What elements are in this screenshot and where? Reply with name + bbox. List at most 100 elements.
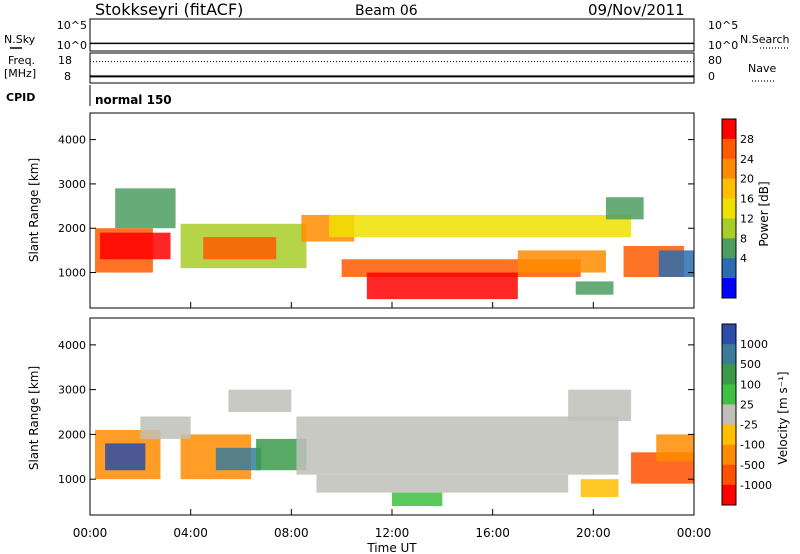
x-tick-label: 00:00 [677, 526, 712, 540]
noise-tick-bottom: 10^0 [57, 39, 87, 52]
colorbar-tick-label: 4 [740, 252, 747, 265]
colorbar-frame [721, 323, 737, 506]
data-band [215, 447, 262, 471]
y-tick-label: 3000 [58, 384, 86, 397]
y-tick-label: 1000 [58, 267, 86, 280]
colorbar-tick-label: 20 [740, 173, 754, 186]
x-tick-label: 16:00 [475, 526, 510, 540]
velocity-panel: 1000 2000 3000 4000 00:00 04:00 08:00 12:00 16:… [27, 302, 790, 554]
noise-right-label: N.Search [740, 33, 790, 46]
colorbar-tick-label: 1000 [740, 338, 768, 351]
noise-left-label: N.Sky [4, 33, 36, 46]
colorbar-tick-label: -25 [740, 419, 758, 432]
data-band [296, 416, 619, 475]
velocity-colorbar-label: Velocity [m s⁻¹] [776, 371, 790, 464]
frequency-label-line2: [MHz] [4, 67, 36, 80]
data-band [329, 214, 632, 238]
x-tick-label: 04:00 [173, 526, 208, 540]
data-band [575, 281, 614, 295]
colorbar-swatch [722, 384, 736, 405]
data-band [115, 188, 176, 229]
x-tick-label: 08:00 [274, 526, 309, 540]
data-band [392, 492, 443, 507]
data-band [316, 474, 569, 493]
noise-right-tick-top: 10^5 [708, 19, 738, 32]
data-band [203, 237, 277, 260]
y-tick-label: 3000 [58, 178, 86, 191]
y-tick-label: 4000 [58, 339, 86, 352]
data-band [568, 389, 632, 421]
colorbar-swatch [722, 424, 736, 446]
colorbar-tick-label: -500 [740, 459, 765, 472]
power-ylabel: Slant Range [km] [27, 158, 41, 262]
colorbar-swatch [722, 344, 736, 365]
y-tick-label: 4000 [58, 134, 86, 147]
data-band [605, 197, 644, 220]
colorbar-tick-label: 500 [740, 358, 761, 371]
data-band [656, 434, 694, 462]
frequency-panel: Freq. [MHz] 18 8 80 0 Nave [4, 52, 776, 84]
x-tick-label: 20:00 [576, 526, 611, 540]
time-axis-label: Time UT [366, 541, 417, 554]
data-band [140, 416, 191, 439]
colorbar-swatch [722, 178, 736, 200]
colorbar-tick-label: 25 [740, 398, 754, 411]
frequency-label-line1: Freq. [8, 54, 35, 67]
x-tick-label: 00:00 [73, 526, 108, 540]
y-tick-label: 2000 [58, 428, 86, 441]
frequency-frame [89, 52, 695, 84]
colorbar-swatch [722, 158, 736, 180]
data-band [366, 272, 518, 300]
colorbar-swatch [722, 218, 736, 239]
velocity-colorbar: 1000 500 100 25 -25 -100 -500 -1000 [721, 323, 772, 506]
noise-tick-top: 10^5 [57, 19, 87, 32]
colorbar-swatch [722, 364, 736, 385]
colorbar-frame [721, 118, 737, 299]
colorbar-tick-label: -100 [740, 439, 765, 452]
colorbar-swatch [722, 324, 736, 345]
colorbar-swatch [722, 198, 736, 219]
power-colorbar-label: Power [dB] [757, 181, 771, 246]
velocity-ylabel: Slant Range [km] [27, 366, 41, 470]
colorbar-swatch [722, 258, 736, 279]
x-tick-label: 12:00 [375, 526, 410, 540]
noise-frame [89, 18, 695, 52]
colorbar-swatch [722, 464, 736, 486]
colorbar-swatch [722, 484, 736, 506]
frequency-tick-top: 18 [58, 54, 72, 67]
colorbar-tick-label: 8 [740, 232, 747, 245]
data-band [517, 250, 606, 273]
noise-right-tick-bottom: 10^0 [708, 39, 738, 52]
beam-title: Beam 06 [355, 3, 418, 19]
station-title: Stokkseyri (fitACF) [95, 0, 243, 19]
cpid-value: normal 150 [95, 93, 172, 107]
colorbar-tick-label: 24 [740, 153, 754, 166]
date-title: 09/Nov/2011 [588, 1, 685, 19]
data-band [105, 443, 146, 471]
colorbar-swatch [722, 119, 736, 140]
colorbar-swatch [722, 238, 736, 259]
power-colorbar: 28 24 20 16 12 8 4 [721, 118, 754, 299]
y-tick-label: 1000 [58, 473, 86, 486]
colorbar-tick-label: 28 [740, 133, 754, 146]
data-band [228, 389, 292, 413]
noise-panel: N.Sky 10^5 10^0 10^5 10^0 N.Search [4, 18, 790, 52]
cpid-label: CPID [6, 91, 35, 104]
data-band [580, 479, 619, 498]
velocity-data-layer [95, 389, 694, 507]
colorbar-tick-label: -1000 [740, 479, 772, 492]
colorbar-swatch [722, 444, 736, 466]
colorbar-tick-label: 16 [740, 193, 754, 206]
y-tick-label: 2000 [58, 222, 86, 235]
nave-tick-top: 80 [708, 54, 722, 67]
colorbar-tick-label: 100 [740, 378, 761, 391]
nave-tick-bottom: 0 [708, 70, 715, 83]
colorbar-tick-label: 12 [740, 212, 754, 225]
colorbar-swatch [722, 278, 736, 299]
colorbar-swatch [722, 138, 736, 160]
power-panel: 1000 2000 3000 4000 Slant Range [km] 28 24 20… [27, 112, 771, 309]
velocity-y-axis: 1000 2000 3000 4000 [58, 339, 694, 486]
frequency-tick-bottom: 8 [64, 70, 71, 83]
data-band [100, 232, 171, 260]
